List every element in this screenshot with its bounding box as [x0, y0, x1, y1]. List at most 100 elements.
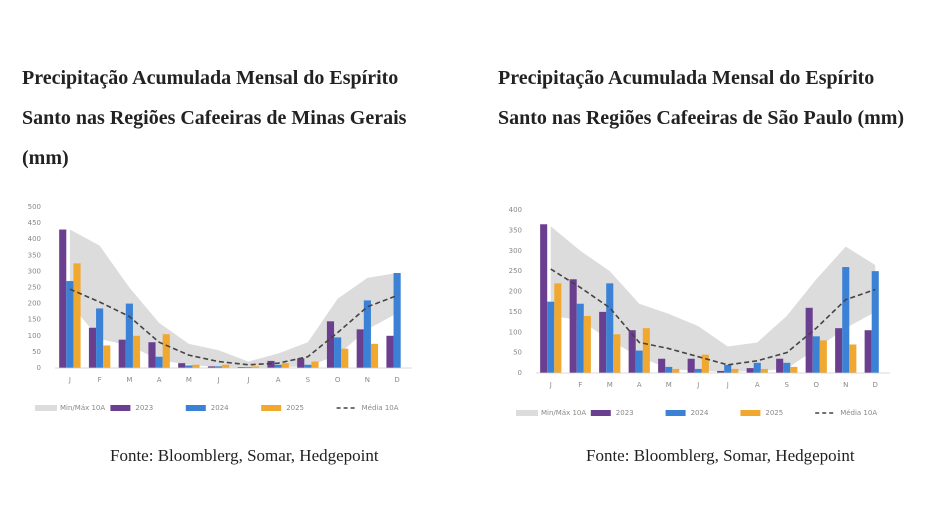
bar: [207, 366, 216, 368]
bar: [341, 348, 349, 368]
bar: [222, 364, 230, 368]
legend-swatch: [516, 410, 538, 416]
bar: [118, 339, 126, 368]
legend-label: 2023: [616, 409, 634, 417]
legend-swatch: [35, 405, 57, 411]
bar: [672, 368, 680, 373]
bar: [66, 281, 74, 368]
legend-label: Média 10A: [362, 404, 399, 412]
bar: [304, 364, 312, 368]
bar: [125, 303, 133, 368]
x-tick-label: J: [68, 376, 71, 384]
bar: [783, 362, 791, 373]
x-tick-label: A: [637, 381, 642, 389]
bar: [606, 283, 614, 373]
bar: [244, 367, 252, 368]
bar: [386, 335, 394, 368]
chart-panel: Precipitação Acumulada Mensal do Espírit…: [498, 0, 938, 530]
bar: [835, 328, 843, 373]
legend-label: 2024: [211, 404, 229, 412]
x-tick-label: O: [813, 381, 819, 389]
x-tick-label: D: [873, 381, 878, 389]
source: Fonte: Bloomblerg, Somar, Hedgepoint: [110, 446, 379, 465]
bar: [819, 340, 827, 373]
bar: [155, 356, 163, 368]
bar: [281, 363, 289, 368]
y-tick-label: 500: [28, 203, 41, 211]
y-tick-label: 200: [28, 300, 41, 308]
legend-swatch: [740, 410, 761, 416]
y-tick-label: 0: [37, 364, 41, 372]
bar: [731, 368, 739, 373]
bar: [635, 350, 643, 373]
bar: [724, 364, 732, 373]
bar: [185, 365, 193, 368]
y-tick-label: 50: [32, 348, 41, 356]
bar: [192, 364, 200, 368]
bar: [274, 364, 282, 368]
x-tick-label: M: [607, 381, 613, 389]
bar: [569, 279, 577, 373]
x-tick-label: F: [578, 381, 582, 389]
bar: [356, 329, 364, 368]
x-tick-label: M: [666, 381, 672, 389]
chart-title: Precipitação Acumulada Mensal do Espírit…: [22, 67, 407, 169]
chart-title: Precipitação Acumulada Mensal do Espírit…: [498, 67, 905, 129]
x-tick-label: A: [276, 376, 281, 384]
bar: [871, 271, 879, 373]
x-tick-label: J: [246, 376, 249, 384]
chart: 0 50 100 150 200 250 300 350 400 450 500 J F M A M J J A S O…: [28, 203, 412, 412]
bar: [267, 360, 275, 368]
y-tick-label: 350: [509, 226, 522, 234]
bar: [148, 342, 156, 368]
bar: [812, 336, 820, 373]
range-band: [69, 229, 398, 368]
legend-swatch: [185, 405, 206, 411]
legend-label: 2023: [135, 404, 153, 412]
y-tick-label: 250: [509, 267, 522, 275]
bar: [297, 358, 305, 368]
bar: [96, 308, 104, 368]
bar: [370, 343, 379, 368]
y-tick-label: 400: [28, 235, 41, 243]
y-tick-label: 250: [28, 284, 41, 292]
y-tick-label: 300: [509, 247, 522, 255]
x-tick-label: D: [394, 376, 399, 384]
y-tick-label: 400: [509, 206, 522, 214]
average-line: [550, 268, 876, 366]
bar: [665, 366, 673, 373]
bar: [393, 273, 401, 368]
x-tick-label: M: [186, 376, 192, 384]
legend-swatch: [110, 405, 131, 411]
x-tick-label: A: [157, 376, 162, 384]
x-tick-label: A: [755, 381, 760, 389]
chart-panel: Precipitação Acumulada Mensal do Espírit…: [22, 0, 462, 530]
x-tick-label: F: [98, 376, 102, 384]
bar: [701, 354, 709, 373]
y-tick-label: 350: [28, 251, 41, 259]
x-tick-label: S: [785, 381, 790, 389]
legend-label: Média 10A: [840, 409, 877, 417]
bar: [215, 366, 223, 368]
bar: [363, 300, 371, 368]
bar: [717, 370, 725, 373]
bar: [547, 301, 555, 373]
bar: [753, 362, 761, 373]
bar: [642, 328, 650, 373]
y-tick-label: 450: [28, 219, 41, 227]
x-tick-label: J: [217, 376, 220, 384]
y-tick-label: 50: [513, 349, 522, 357]
bar: [842, 267, 850, 373]
bar: [658, 358, 666, 373]
y-tick-label: 150: [28, 316, 41, 324]
legend-swatch: [261, 405, 282, 411]
legend-label: 2025: [286, 404, 304, 412]
bar: [790, 366, 798, 373]
x-tick-label: M: [126, 376, 132, 384]
y-tick-label: 150: [509, 308, 522, 316]
bar: [864, 330, 872, 373]
legend-swatch: [590, 410, 611, 416]
y-tick-label: 300: [28, 267, 41, 275]
legend-swatch: [665, 410, 686, 416]
